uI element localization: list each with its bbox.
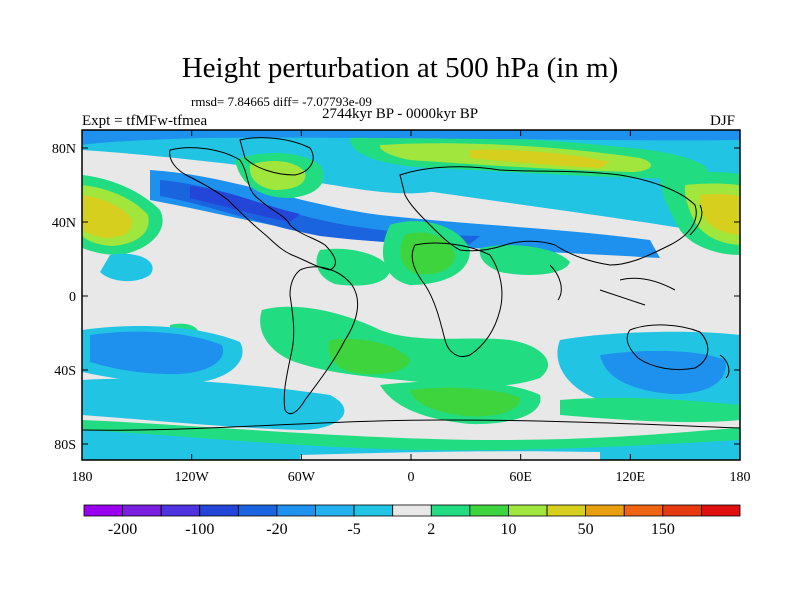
colorbar-swatch bbox=[585, 504, 625, 517]
colorbar-label: 150 bbox=[651, 521, 675, 538]
pacific-cyan bbox=[100, 253, 153, 282]
southern-cyan-band bbox=[82, 378, 345, 430]
south-indian-core bbox=[410, 387, 520, 417]
south-atlantic-green bbox=[260, 306, 549, 387]
japan-coast bbox=[689, 204, 703, 236]
colorbar: -200 -100 -20 -5 2 10 50 150 bbox=[83, 504, 741, 538]
lon-label: 180 bbox=[72, 470, 93, 485]
coastlines bbox=[82, 137, 740, 431]
colorbar-swatch bbox=[199, 504, 239, 517]
colorbar-swatch bbox=[508, 504, 548, 517]
longitude-axis: 180 120W 60W 0 60E 120E 180 bbox=[72, 130, 751, 485]
eurasia-gold bbox=[470, 149, 610, 168]
colorbar-label: -20 bbox=[266, 521, 287, 538]
lon-label: 60E bbox=[509, 470, 532, 485]
colorbar-swatch bbox=[623, 504, 664, 517]
stats-text: rmsd= 7.84665 diff= -7.07793e-09 bbox=[191, 94, 372, 109]
colorbar-swatch bbox=[315, 504, 355, 517]
colorbar-label: -100 bbox=[185, 521, 214, 538]
australia-blue bbox=[600, 350, 726, 395]
lat-label: 0 bbox=[69, 290, 76, 305]
arctic-yellow bbox=[249, 160, 306, 190]
colorbar-label: 50 bbox=[578, 521, 594, 538]
latitude-axis: 80N 40N 0 40S 80S bbox=[52, 142, 740, 453]
colorbar-swatch bbox=[160, 504, 201, 517]
colorbar-label: -200 bbox=[108, 521, 137, 538]
north-america-coast bbox=[169, 147, 336, 271]
antarctic-green bbox=[560, 397, 740, 423]
colorbar-label: -5 bbox=[347, 521, 360, 538]
colorbar-swatch bbox=[430, 504, 471, 517]
experiment-label: Expt = tfMFw-tfmea bbox=[82, 113, 208, 129]
colorbar-swatch bbox=[469, 504, 509, 517]
colorbar-swatch bbox=[701, 504, 741, 517]
north-band-medium bbox=[150, 170, 660, 258]
east-pacific-gold bbox=[699, 194, 740, 235]
lon-label: 60W bbox=[288, 470, 316, 485]
west-pacific-gold bbox=[82, 195, 133, 238]
pole-neutral bbox=[300, 451, 600, 460]
lon-label: 180 bbox=[730, 470, 751, 485]
indonesia-coast bbox=[599, 277, 676, 306]
greenland-coast bbox=[239, 137, 314, 176]
lon-label: 120E bbox=[616, 470, 646, 485]
eurasia-coast bbox=[399, 166, 697, 266]
india-coast bbox=[549, 264, 562, 301]
colorbar-swatch bbox=[237, 504, 278, 517]
colorbar-label: 2 bbox=[427, 521, 435, 538]
map-title: Height perturbation at 500 hPa (in m) bbox=[181, 52, 619, 84]
season-label: DJF bbox=[710, 113, 736, 129]
colorbar-swatch bbox=[392, 504, 432, 517]
colorbar-swatch bbox=[122, 504, 162, 517]
south-atlantic-core bbox=[328, 338, 410, 375]
pole-strip bbox=[82, 130, 740, 145]
lon-label: 0 bbox=[408, 470, 415, 485]
lat-label: 80N bbox=[52, 142, 76, 157]
colorbar-swatch bbox=[276, 504, 316, 517]
colorbar-swatch bbox=[83, 504, 123, 517]
colorbar-swatch bbox=[662, 504, 702, 517]
lat-label: 40S bbox=[54, 364, 76, 379]
africa-coast bbox=[411, 242, 503, 357]
colorbar-swatch bbox=[353, 504, 394, 517]
arabia-green bbox=[479, 245, 570, 275]
period-text: 2744kyr BP - 0000kyr BP bbox=[322, 106, 479, 122]
south-america-coast bbox=[283, 266, 359, 415]
north-core bbox=[190, 186, 300, 222]
lon-label: 120W bbox=[175, 470, 210, 485]
colorbar-label: 10 bbox=[500, 521, 516, 538]
antarctica-coast bbox=[82, 419, 740, 431]
australia-coast bbox=[626, 324, 709, 371]
colorbar-swatch bbox=[546, 504, 587, 517]
lat-label: 40N bbox=[52, 216, 76, 231]
new-zealand-coast bbox=[719, 354, 730, 379]
contour-field bbox=[82, 130, 740, 460]
south-pacific-blue bbox=[90, 331, 224, 375]
lat-label: 80S bbox=[54, 438, 76, 453]
